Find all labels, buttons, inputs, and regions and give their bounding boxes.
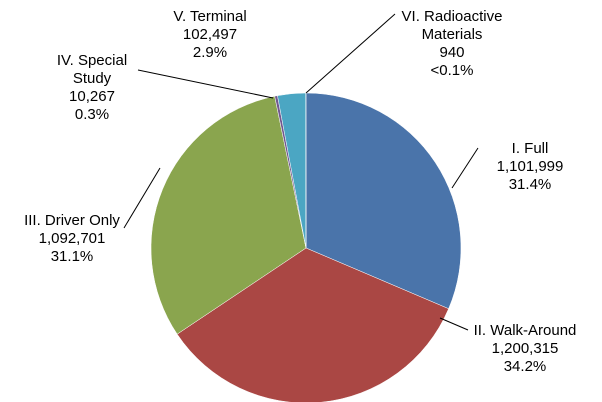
share-label: 0.3%	[74, 106, 110, 123]
share-label: 34.2%	[503, 358, 547, 375]
category-label: II. Walk-Around	[473, 322, 577, 339]
pie-slice	[176, 247, 449, 402]
category-label: VI. Radioactive Materials	[401, 8, 503, 43]
share-label: 31.1%	[50, 248, 94, 265]
leader-line	[451, 147, 479, 189]
slice-label: IV. Special Study 10,267 0.3%	[42, 52, 142, 124]
share-label: 31.4%	[508, 176, 552, 193]
pie-slice	[305, 92, 462, 310]
category-label: V. Terminal	[173, 8, 247, 25]
slice-label: V. Terminal 102,497 2.9%	[155, 8, 265, 62]
category-label: III. Driver Only	[24, 212, 120, 229]
category-label: IV. Special Study	[56, 52, 128, 87]
share-label: 2.9%	[192, 44, 228, 61]
value-label: 1,200,315	[491, 340, 559, 357]
slice-label: II. Walk-Around 1,200,315 34.2%	[465, 322, 585, 376]
leader-line	[137, 69, 274, 99]
value-label: 102,497	[182, 26, 238, 43]
slice-label: III. Driver Only 1,092,701 31.1%	[17, 212, 127, 266]
share-label: <0.1%	[430, 62, 474, 79]
value-label: 1,092,701	[38, 230, 106, 247]
leader-line	[305, 13, 396, 94]
slice-label: I. Full 1,101,999 31.4%	[475, 140, 585, 194]
value-label: 1,101,999	[496, 158, 564, 175]
pie-slice	[150, 95, 307, 335]
leader-line	[439, 317, 469, 331]
slice-label: VI. Radioactive Materials 940 <0.1%	[392, 8, 512, 80]
value-label: 940	[439, 44, 465, 61]
category-label: I. Full	[511, 140, 549, 157]
value-label: 10,267	[69, 88, 115, 105]
leader-line	[123, 167, 161, 229]
